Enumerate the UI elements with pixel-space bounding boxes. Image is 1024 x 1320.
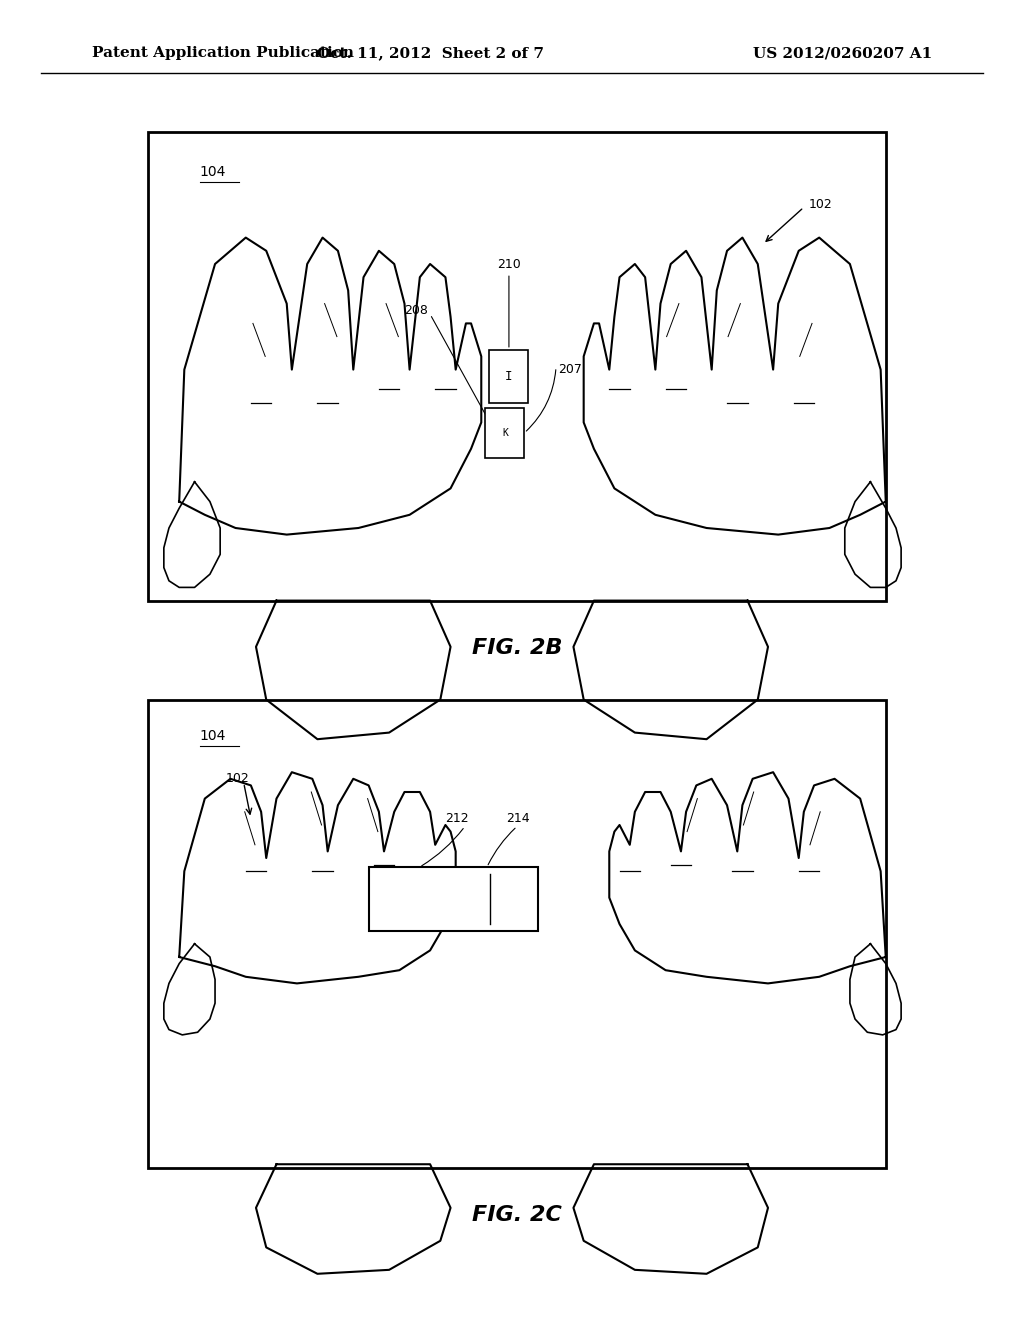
Text: K: K <box>502 428 508 438</box>
Text: FIG. 2B: FIG. 2B <box>472 638 562 657</box>
Text: 207: 207 <box>558 363 582 376</box>
Bar <box>369 867 538 931</box>
Polygon shape <box>584 238 886 535</box>
Polygon shape <box>179 772 456 983</box>
Bar <box>485 408 524 458</box>
Text: 208: 208 <box>404 304 428 317</box>
Text: 102: 102 <box>225 772 249 785</box>
Polygon shape <box>609 772 886 983</box>
Bar <box>489 350 528 403</box>
Text: I: I <box>505 370 513 383</box>
Text: 102: 102 <box>809 198 833 211</box>
Text: 214: 214 <box>506 812 529 825</box>
Polygon shape <box>256 601 451 739</box>
Polygon shape <box>164 944 215 1035</box>
Text: FIG. 2C: FIG. 2C <box>472 1205 562 1225</box>
Polygon shape <box>179 238 481 535</box>
Text: 104: 104 <box>200 165 226 180</box>
Text: 210: 210 <box>497 257 521 271</box>
Polygon shape <box>164 482 220 587</box>
Polygon shape <box>850 944 901 1035</box>
Text: 104: 104 <box>200 729 226 743</box>
Polygon shape <box>573 601 768 739</box>
Text: 212: 212 <box>445 812 469 825</box>
Polygon shape <box>573 1164 768 1274</box>
Text: Oct. 11, 2012  Sheet 2 of 7: Oct. 11, 2012 Sheet 2 of 7 <box>316 46 544 61</box>
Polygon shape <box>256 1164 451 1274</box>
Bar <box>148 132 886 601</box>
Text: Patent Application Publication: Patent Application Publication <box>92 46 354 61</box>
Text: US 2012/0260207 A1: US 2012/0260207 A1 <box>753 46 932 61</box>
Polygon shape <box>845 482 901 587</box>
Bar <box>148 700 886 1168</box>
